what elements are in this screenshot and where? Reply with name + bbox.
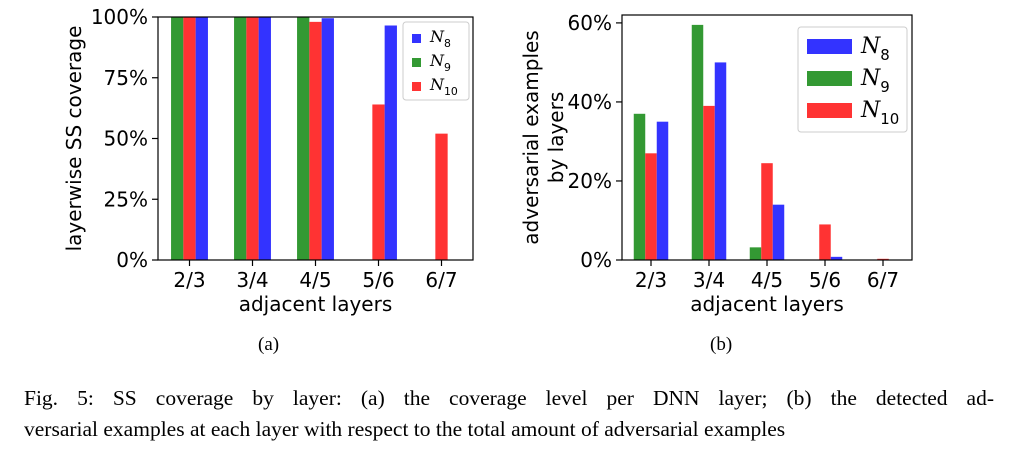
bar-N10-3-4 (246, 17, 259, 260)
bar-N9-2-3 (633, 113, 646, 260)
y-tick-label: 40% (568, 90, 612, 114)
bar-N8-5-6 (384, 25, 397, 260)
legend-swatch-N9 (807, 71, 852, 86)
legend-label-N9: N9 (429, 51, 451, 74)
bar-N8-3-4 (258, 17, 271, 260)
legend-label-N10: N10 (860, 98, 899, 128)
y-tick-label: 75% (104, 66, 148, 90)
bar-N8-2-3 (656, 121, 669, 260)
figure-caption: Fig. 5: SS coverage by layer: (a) the co… (24, 383, 994, 445)
legend-swatch-N10 (807, 103, 852, 118)
x-axis-label: adjacent layers (690, 292, 844, 316)
y-axis-label: layerwise SS coverage (62, 26, 86, 252)
caption-line-1: Fig. 5: SS coverage by layer: (a) the co… (24, 386, 994, 410)
x-tick-label: 4/5 (299, 268, 331, 292)
x-tick-label: 3/4 (236, 268, 268, 292)
subcaption-b: (b) (710, 334, 733, 355)
bar-N10-5-6 (819, 224, 831, 260)
bar-N10-2-3 (645, 153, 657, 260)
legend-label-N9: N9 (860, 66, 890, 96)
y-axis-label-line-2: by layers (544, 92, 568, 183)
subcaption-a: (a) (258, 334, 280, 355)
bar-N10-4-5 (309, 21, 322, 260)
y-tick-label: 0% (580, 248, 612, 272)
y-tick-label: 60% (568, 11, 612, 35)
y-tick-label: 25% (104, 187, 148, 211)
y-axis-label-line-1: adversarial examples (519, 30, 543, 244)
legend-label-N8: N8 (429, 27, 451, 50)
bar-N8-4-5 (321, 18, 334, 260)
x-tick-label: 6/7 (425, 268, 457, 292)
y-tick-label: 0% (116, 248, 148, 272)
bar-N8-3-4 (714, 62, 727, 260)
legend-swatch-N8 (807, 39, 852, 54)
x-tick-label: 2/3 (173, 268, 205, 292)
bar-N10-6-7 (435, 133, 448, 260)
bar-N10-4-5 (761, 163, 773, 260)
legend-swatch-N10 (412, 82, 421, 91)
bar-N10-2-3 (183, 17, 196, 260)
bar-N8-2-3 (195, 17, 208, 260)
y-tick-label: 20% (568, 169, 612, 193)
y-tick-label: 50% (104, 127, 148, 151)
bar-N10-3-4 (703, 105, 715, 260)
bar-N8-4-5 (772, 204, 785, 260)
legend-label-N10: N10 (429, 75, 458, 98)
bar-N9-4-5 (749, 247, 762, 260)
legend-swatch-N8 (412, 34, 421, 43)
x-tick-label: 3/4 (693, 268, 725, 292)
x-tick-label: 6/7 (867, 268, 899, 292)
bar-N9-3-4 (234, 17, 247, 260)
x-tick-label: 5/6 (362, 268, 394, 292)
bar-N9-2-3 (171, 17, 184, 260)
chart-b: 0% 20% 40% 60% 2/3 3/4 4/5 5/6 6/7 adjacent layer… (519, 11, 913, 316)
bar-N9-4-5 (297, 17, 310, 260)
legend-label-N8: N8 (860, 34, 890, 64)
bar-N10-5-6 (372, 104, 385, 260)
x-tick-label: 4/5 (751, 268, 783, 292)
x-axis-label: adjacent layers (239, 292, 393, 316)
x-tick-label: 5/6 (809, 268, 841, 292)
caption-line-2: versarial examples at each layer with re… (24, 417, 786, 441)
bar-N8-5-6 (830, 256, 843, 260)
chart-a: 0% 25% 50% 75% 100% 2/3 3/4 4/5 5/6 6/7 adjacent l… (62, 5, 474, 316)
x-tick-label: 2/3 (635, 268, 667, 292)
bar-N9-3-4 (691, 24, 704, 260)
y-tick-label: 100% (91, 5, 148, 29)
legend-swatch-N9 (412, 58, 421, 67)
figure-charts: 0% 25% 50% 75% 100% 2/3 3/4 4/5 5/6 6/7 adjacent l… (62, 5, 913, 316)
